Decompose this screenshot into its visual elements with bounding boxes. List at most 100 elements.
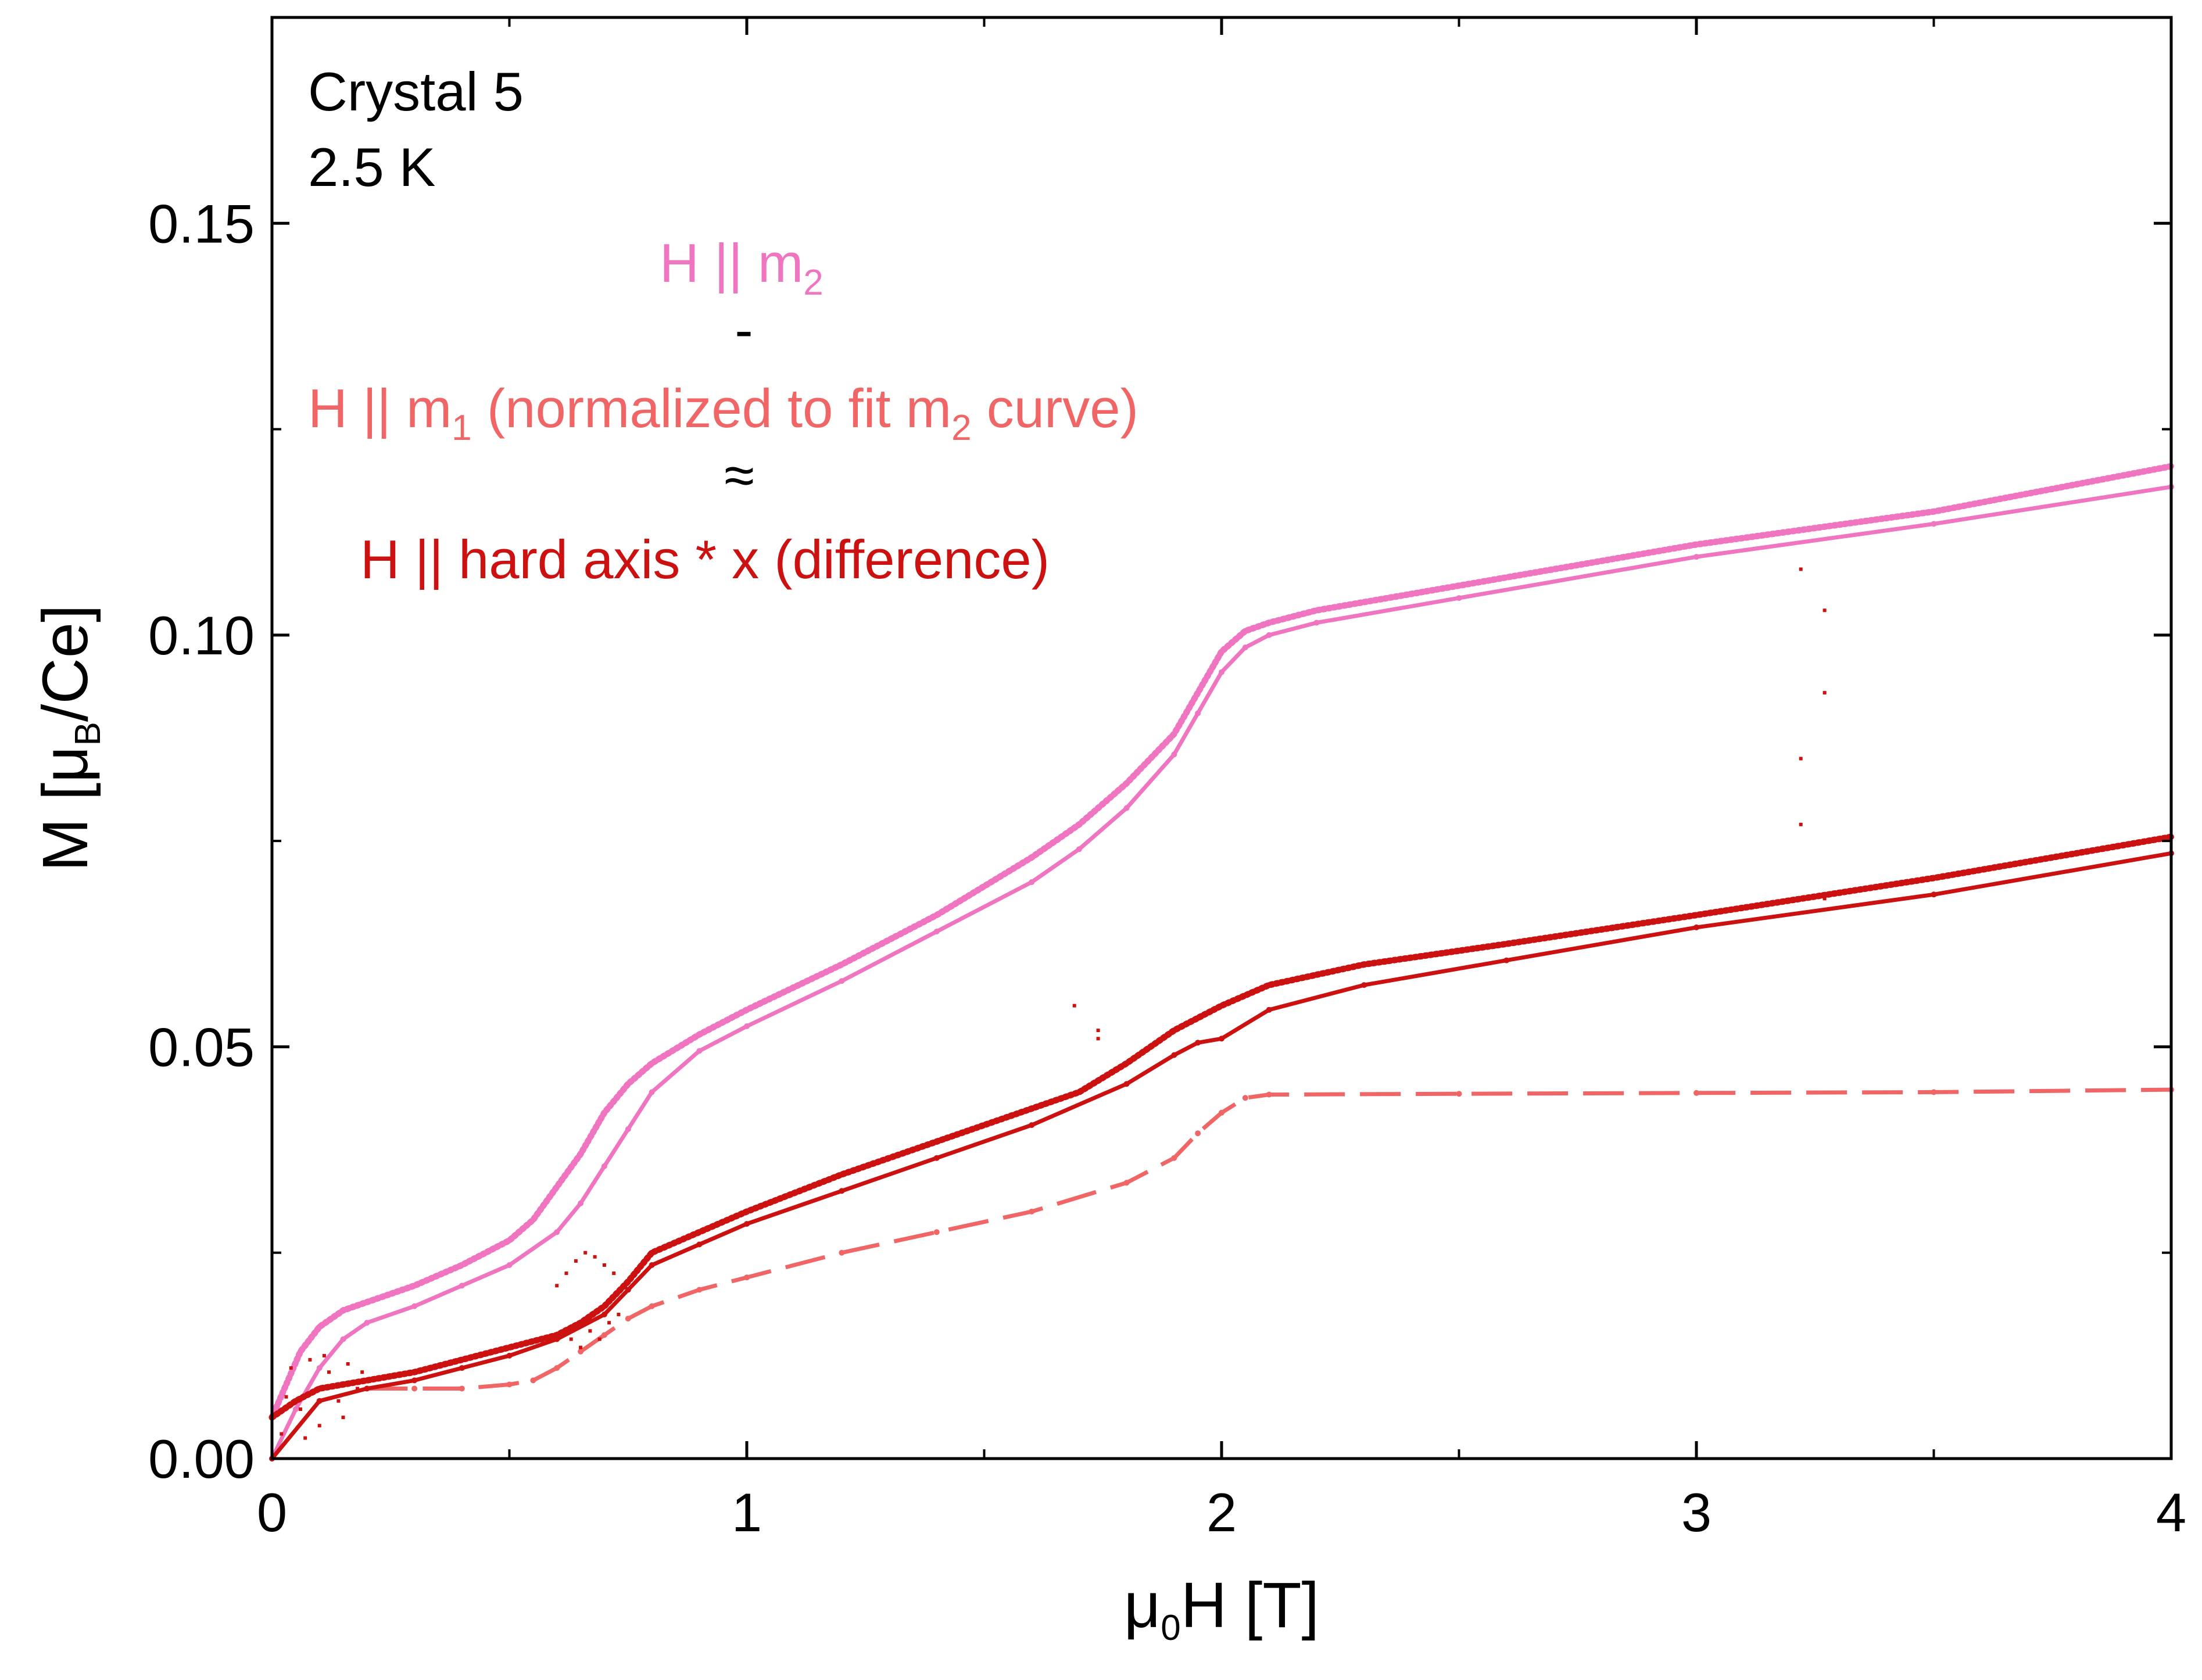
series-4-point	[1361, 961, 1367, 968]
series-4-point	[316, 1385, 323, 1392]
x-tick-label: 0	[257, 1482, 287, 1543]
noisy-transition-point	[564, 1271, 568, 1276]
minus-operator: -	[735, 299, 753, 360]
series-5-point	[411, 1377, 418, 1384]
series-1-point	[839, 961, 845, 968]
series-5-point	[1171, 1052, 1177, 1058]
series-5-point	[316, 1398, 323, 1404]
noisy-low-field-point	[289, 1366, 293, 1370]
outliers-point	[1823, 897, 1827, 901]
series-5-point	[625, 1287, 631, 1293]
series-3-point	[649, 1303, 655, 1309]
noisy-transition-point	[602, 1263, 606, 1267]
y-axis-label: M [μB/Ce]	[30, 604, 108, 871]
series-1-point	[364, 1299, 370, 1305]
series-5-point	[601, 1312, 607, 1317]
noisy-low-field-point	[308, 1357, 312, 1362]
noisy-low-field-point	[284, 1395, 288, 1399]
series-1-point	[1029, 854, 1035, 861]
series-1-point	[459, 1262, 465, 1268]
series-2-point	[649, 1089, 655, 1095]
y-tick-label: 0.05	[148, 1016, 255, 1077]
series-4-point	[696, 1229, 703, 1235]
noisy-low-field-point	[360, 1370, 364, 1374]
noisy-transition-point	[607, 1321, 611, 1325]
series-2-point	[506, 1262, 513, 1268]
series-1-point	[1693, 542, 1699, 547]
series-2-point	[1123, 805, 1130, 811]
series-2-point	[1313, 619, 1320, 626]
series-3-point	[530, 1377, 536, 1384]
series-1-point	[933, 912, 940, 918]
noisy-low-field-point	[336, 1399, 341, 1403]
outliers-point	[1799, 757, 1803, 761]
noisy-low-field-point	[280, 1432, 284, 1436]
x-tick-label: 3	[1681, 1482, 1712, 1543]
series-3-point	[578, 1348, 584, 1355]
series-2-point	[1219, 669, 1224, 675]
approx-operator: ≈	[724, 445, 754, 506]
series-5-point	[1931, 891, 1937, 898]
series-1-point	[1076, 821, 1082, 828]
series-5-point	[839, 1188, 845, 1194]
series-1-point	[506, 1237, 513, 1244]
series-3-point	[696, 1287, 703, 1293]
series-5-point	[1195, 1040, 1201, 1046]
series-4-point	[625, 1278, 631, 1285]
series-4-point	[1076, 1089, 1082, 1095]
y-tick-label: 0.15	[148, 193, 255, 254]
series-2-point	[601, 1163, 607, 1169]
series-3-point	[554, 1365, 560, 1371]
series-4-point	[839, 1172, 845, 1178]
series-2-point	[578, 1200, 584, 1206]
series-4-point	[1195, 1015, 1201, 1021]
series-2-point	[744, 1023, 750, 1029]
series-5-point	[459, 1365, 465, 1371]
series-5-point	[744, 1221, 750, 1227]
series-2-point	[1171, 751, 1177, 758]
series-4-point	[292, 1398, 299, 1404]
series-3-point	[933, 1229, 940, 1235]
series-2-point	[340, 1336, 346, 1342]
series-3-point	[1931, 1089, 1937, 1095]
outliers-point	[1072, 1004, 1076, 1008]
plot-frame	[270, 16, 2173, 1460]
series-1-path	[268, 463, 2175, 1421]
series-3-point	[1219, 1109, 1224, 1116]
noisy-low-field-point	[299, 1407, 302, 1411]
noisy-low-field-point	[322, 1353, 326, 1357]
series-5-point	[1693, 924, 1699, 930]
series-4-point	[1931, 875, 1937, 881]
legend-m2: H || m2	[660, 232, 823, 303]
series-2-point	[459, 1283, 465, 1289]
series-4-point	[411, 1369, 418, 1375]
series-2-point	[554, 1229, 560, 1235]
series-1-point	[696, 1031, 703, 1038]
series-1-point	[411, 1283, 418, 1289]
series-4-point	[1123, 1060, 1130, 1066]
outliers-point	[1799, 567, 1803, 571]
series-1-point	[744, 1006, 750, 1013]
series-2-point	[411, 1303, 418, 1309]
series-1-point	[283, 1381, 289, 1388]
noisy-low-field-point	[346, 1362, 350, 1366]
series-4-point	[744, 1208, 750, 1215]
y-tick-label: 0.00	[148, 1428, 255, 1489]
series-5-point	[554, 1336, 560, 1342]
series-5-point	[649, 1262, 655, 1268]
noisy-transition-point	[574, 1259, 578, 1263]
series-2-point	[364, 1320, 370, 1326]
series-3-point	[1171, 1155, 1177, 1161]
outliers-point	[1823, 691, 1827, 695]
series-1-point	[625, 1081, 631, 1087]
series-3-point	[459, 1385, 465, 1392]
series-5-point	[364, 1385, 370, 1392]
series-3-point	[1123, 1180, 1130, 1186]
series-3-point	[625, 1316, 631, 1322]
outliers-point	[1823, 608, 1827, 612]
series-1-point	[1266, 619, 1272, 626]
series-4-point	[1503, 941, 1510, 947]
series-5-point	[696, 1241, 703, 1248]
series-3-point	[1456, 1091, 1462, 1097]
series-2-point	[839, 978, 845, 984]
